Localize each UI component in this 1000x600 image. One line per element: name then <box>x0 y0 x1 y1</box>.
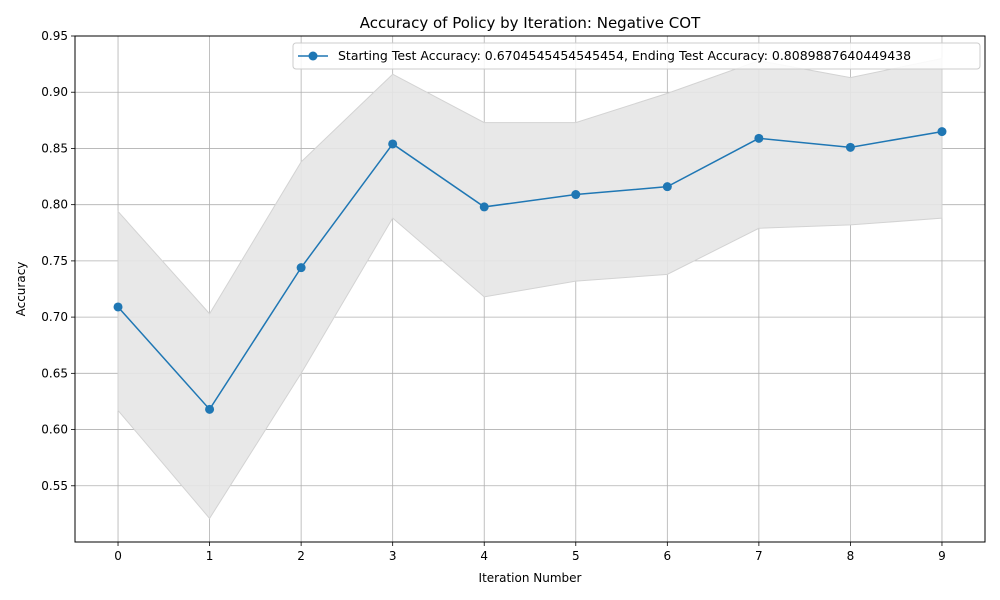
series-line <box>117 130 943 411</box>
series-layer <box>113 127 947 414</box>
y-tick-label: 0.85 <box>41 141 68 155</box>
x-tick-label: 2 <box>297 549 305 563</box>
data-point <box>662 182 672 192</box>
legend-box <box>292 42 981 70</box>
data-point <box>388 139 398 149</box>
confidence-band <box>117 57 943 520</box>
x-axis: 0 1 2 3 4 5 6 7 8 9 <box>114 542 946 563</box>
legend-marker-swatch <box>308 51 318 61</box>
data-point <box>296 263 306 273</box>
plot-frame <box>74 35 986 543</box>
y-tick-label: 0.65 <box>41 366 68 380</box>
confidence-band-area <box>117 57 943 520</box>
legend: Starting Test Accuracy: 0.67045454545454… <box>292 42 981 70</box>
data-point <box>113 302 123 312</box>
data-point <box>937 127 947 137</box>
x-axis-label: Iteration Number <box>479 571 582 585</box>
y-tick-label: 0.55 <box>41 479 68 493</box>
data-point <box>571 190 581 200</box>
x-tick-label: 9 <box>938 549 946 563</box>
y-tick-label: 0.95 <box>41 29 68 43</box>
x-tick-label: 8 <box>847 549 855 563</box>
data-point <box>479 202 489 212</box>
data-point <box>754 133 764 143</box>
y-axis-label: Accuracy <box>14 262 28 317</box>
chart-title: Accuracy of Policy by Iteration: Negativ… <box>360 14 701 32</box>
x-tick-label: 7 <box>755 549 763 563</box>
x-tick-label: 3 <box>389 549 397 563</box>
y-tick-label: 0.90 <box>41 85 68 99</box>
x-tick-label: 0 <box>114 549 122 563</box>
x-tick-label: 4 <box>480 549 488 563</box>
y-axis: 0.55 0.60 0.65 0.70 0.75 0.80 0.85 0.90 0.95 <box>41 29 75 493</box>
legend-label: Starting Test Accuracy: 0.67045454545454… <box>338 48 911 63</box>
y-tick-label: 0.75 <box>41 254 68 268</box>
data-point <box>205 404 215 414</box>
y-tick-label: 0.80 <box>41 198 68 212</box>
data-point <box>845 142 855 152</box>
x-tick-label: 6 <box>664 549 672 563</box>
y-tick-label: 0.60 <box>41 423 68 437</box>
y-tick-label: 0.70 <box>41 310 68 324</box>
x-tick-label: 1 <box>206 549 214 563</box>
x-tick-label: 5 <box>572 549 580 563</box>
